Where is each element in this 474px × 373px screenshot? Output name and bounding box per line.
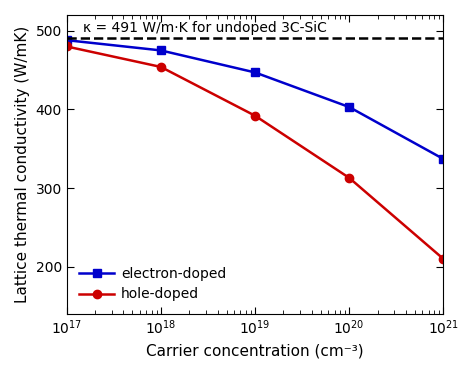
Line: electron-doped: electron-doped (63, 36, 447, 163)
Line: hole-doped: hole-doped (63, 42, 447, 263)
electron-doped (158, 48, 164, 53)
X-axis label: Carrier concentration (cm⁻³): Carrier concentration (cm⁻³) (146, 343, 364, 358)
Text: κ = 491 W/m·K for undoped 3C-SiC: κ = 491 W/m·K for undoped 3C-SiC (83, 21, 327, 35)
Legend: electron-doped, hole-doped: electron-doped, hole-doped (73, 261, 232, 307)
hole-doped (158, 65, 164, 69)
Y-axis label: Lattice thermal conductivity (W/mK): Lattice thermal conductivity (W/mK) (15, 26, 30, 303)
hole-doped (346, 176, 352, 180)
electron-doped (440, 157, 446, 161)
hole-doped (440, 257, 446, 261)
hole-doped (252, 113, 258, 118)
electron-doped (252, 70, 258, 75)
hole-doped (64, 44, 70, 49)
electron-doped (64, 38, 70, 43)
electron-doped (346, 105, 352, 109)
